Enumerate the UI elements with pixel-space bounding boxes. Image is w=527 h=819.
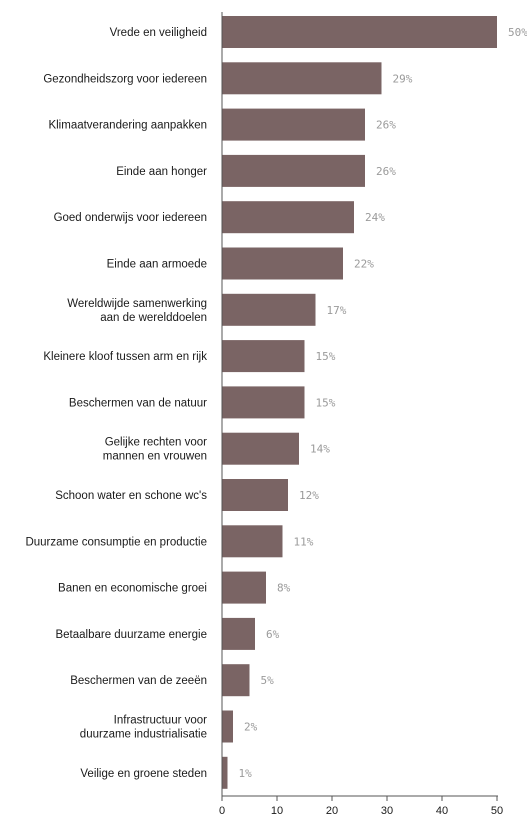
category-label: Klimaatverandering aanpakken: [48, 120, 207, 132]
value-label: 8%: [277, 582, 291, 595]
bar: [222, 247, 343, 280]
value-label: 22%: [354, 258, 374, 271]
value-label: 50%: [508, 26, 527, 39]
category-label: Wereldwijde samenwerking aan de werelddoe…: [67, 298, 207, 324]
bar: [222, 293, 316, 326]
value-label: 14%: [310, 443, 330, 456]
category-label: Beschermen van de natuur: [69, 397, 207, 409]
x-tick-label: 10: [271, 805, 283, 817]
bar: [222, 756, 228, 789]
bar: [222, 710, 233, 743]
value-label: 26%: [376, 119, 396, 132]
category-label: Einde aan honger: [116, 166, 207, 178]
category-label: Duurzame consumptie en productie: [25, 536, 207, 548]
category-label: Veilige en groene steden: [80, 768, 207, 780]
bar: [222, 525, 283, 558]
category-labels-group: Vrede en veiligheid Gezondheidszorg voor …: [25, 27, 207, 780]
bar: [222, 617, 255, 650]
category-label: Gelijke rechten voor mannen en vrouwen: [103, 437, 207, 463]
bar: [222, 571, 266, 604]
x-tick-label: 20: [326, 805, 338, 817]
category-label: Infrastructuur voor duurzame industrialis…: [80, 715, 207, 741]
bar: [222, 432, 299, 465]
category-label: Vrede en veiligheid: [110, 27, 207, 39]
x-tick-label: 50: [491, 805, 503, 817]
value-label: 15%: [316, 396, 336, 409]
x-axis-ticks-group: 0 10 20 30 40 50: [219, 796, 503, 817]
category-label: Betaalbare duurzame energie: [55, 629, 207, 641]
x-tick-label: 0: [219, 805, 225, 817]
value-labels-group: 50% 29% 26% 26% 24% 22% 17% 15% 15% 14% 12% 11% 8% 6%…: [239, 26, 527, 780]
value-label: 5%: [261, 674, 275, 687]
value-label: 29%: [393, 72, 413, 85]
category-label: Kleinere kloof tussen arm en rijk: [43, 351, 207, 363]
bars-group: [222, 16, 497, 789]
value-label: 15%: [316, 350, 336, 363]
value-label: 11%: [294, 535, 314, 548]
bar: [222, 201, 354, 234]
category-label: Gezondheidszorg voor iedereen: [43, 73, 207, 85]
bar: [222, 386, 305, 419]
value-label: 1%: [239, 767, 253, 780]
value-label: 26%: [376, 165, 396, 178]
bar: [222, 62, 382, 95]
bar: [222, 479, 288, 511]
category-label: Einde aan armoede: [107, 259, 207, 271]
category-label: Banen en economische groei: [58, 583, 207, 595]
value-label: 2%: [244, 721, 258, 734]
value-label: 17%: [327, 304, 347, 317]
category-label: Schoon water en schone wc's: [55, 490, 207, 502]
bar: [222, 154, 365, 187]
category-label: Goed onderwijs voor iedereen: [54, 212, 207, 224]
bar: [222, 108, 365, 141]
bar: [222, 340, 305, 373]
category-label: Beschermen van de zeeën: [70, 675, 207, 687]
bar: [222, 16, 497, 48]
value-label: 12%: [299, 489, 319, 502]
x-tick-label: 30: [381, 805, 393, 817]
value-label: 24%: [365, 211, 385, 224]
bar: [222, 664, 250, 697]
x-tick-label: 40: [436, 805, 448, 817]
value-label: 6%: [266, 628, 280, 641]
